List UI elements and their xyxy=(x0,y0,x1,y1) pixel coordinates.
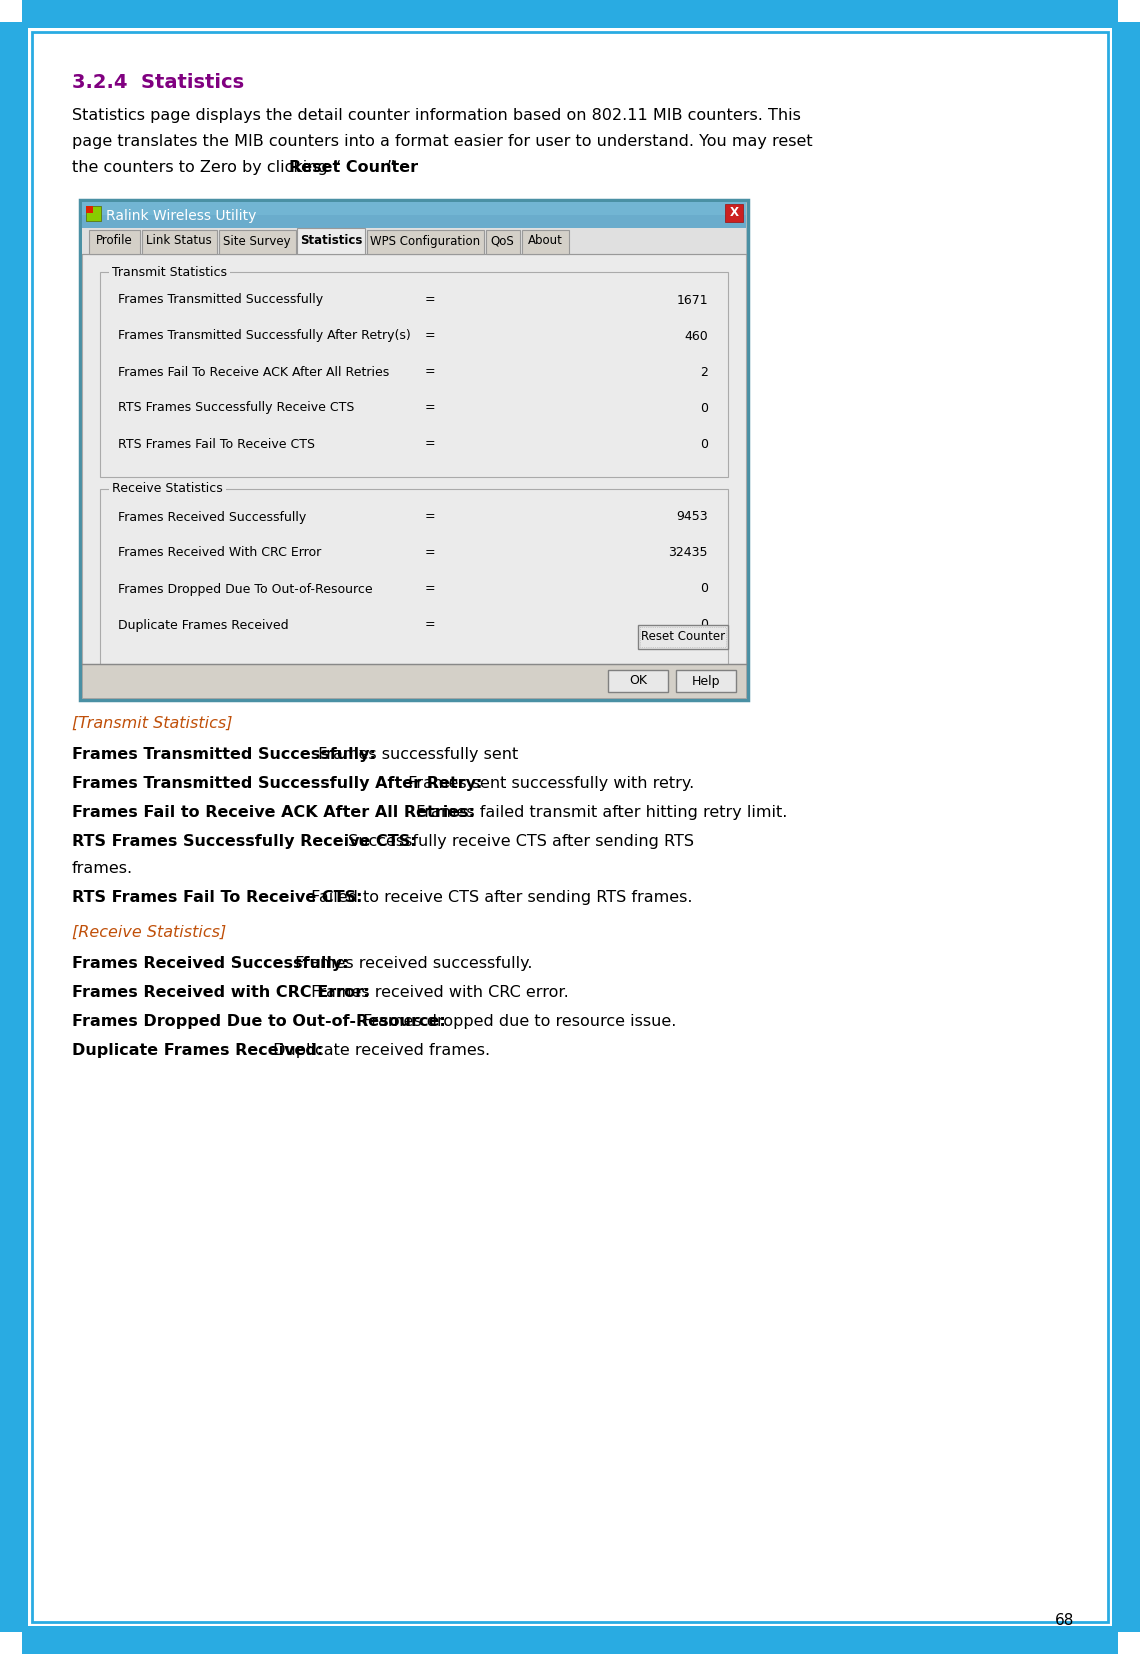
Text: Frames Received Successfully:: Frames Received Successfully: xyxy=(72,956,349,971)
Bar xyxy=(0,1626,1140,1654)
Text: Profile: Profile xyxy=(96,235,132,248)
Text: Frames Transmitted Successfully: Frames Transmitted Successfully xyxy=(119,293,323,306)
Bar xyxy=(89,230,140,255)
Text: =: = xyxy=(425,366,435,379)
Text: Successfully receive CTS after sending RTS: Successfully receive CTS after sending R… xyxy=(343,834,694,849)
Text: 1671: 1671 xyxy=(676,293,708,306)
Bar xyxy=(1118,1632,1140,1654)
Bar xyxy=(367,230,484,255)
Text: =: = xyxy=(425,619,435,632)
Text: =: = xyxy=(425,293,435,306)
Text: RTS Frames Successfully Receive CTS:: RTS Frames Successfully Receive CTS: xyxy=(72,834,416,849)
Text: Reset Counter: Reset Counter xyxy=(641,630,725,643)
Text: Statistics: Statistics xyxy=(300,235,363,248)
Text: Frames received with CRC error.: Frames received with CRC error. xyxy=(306,986,568,1001)
Text: Duplicate received frames.: Duplicate received frames. xyxy=(268,1044,490,1059)
Text: Receive Statistics: Receive Statistics xyxy=(112,483,222,496)
Text: 32435: 32435 xyxy=(668,546,708,559)
Bar xyxy=(142,230,217,255)
Bar xyxy=(80,200,748,700)
Bar xyxy=(1118,0,1140,22)
Text: Reset Counter: Reset Counter xyxy=(288,160,418,175)
Text: frames.: frames. xyxy=(72,862,133,877)
Bar xyxy=(725,203,743,222)
Bar xyxy=(0,0,22,22)
Text: 0: 0 xyxy=(700,402,708,415)
Text: 0: 0 xyxy=(700,582,708,595)
Bar xyxy=(298,228,365,255)
Text: Frames sent successfully with retry.: Frames sent successfully with retry. xyxy=(404,776,694,791)
Text: Link Status: Link Status xyxy=(146,235,212,248)
Bar xyxy=(676,670,736,691)
Text: QoS: QoS xyxy=(490,235,514,248)
Text: 3.2.4  Statistics: 3.2.4 Statistics xyxy=(72,73,244,93)
Text: Frames successfully sent: Frames successfully sent xyxy=(314,748,519,762)
Text: Duplicate Frames Received: Duplicate Frames Received xyxy=(119,619,288,632)
Text: OK: OK xyxy=(629,675,648,688)
Text: Transmit Statistics: Transmit Statistics xyxy=(112,266,227,278)
Text: Statistics page displays the detail counter information based on 802.11 MIB coun: Statistics page displays the detail coun… xyxy=(72,108,801,122)
Text: [Receive Statistics]: [Receive Statistics] xyxy=(72,925,226,939)
Text: ”.: ”. xyxy=(386,160,400,175)
Text: Site Survey: Site Survey xyxy=(223,235,291,248)
Text: page translates the MIB counters into a format easier for user to understand. Yo: page translates the MIB counters into a … xyxy=(72,134,813,149)
Text: Duplicate Frames Received:: Duplicate Frames Received: xyxy=(72,1044,324,1059)
Text: =: = xyxy=(425,329,435,342)
Text: Help: Help xyxy=(692,675,720,688)
Bar xyxy=(82,202,746,215)
Text: Frames Received with CRC Error:: Frames Received with CRC Error: xyxy=(72,986,369,1001)
Text: 0: 0 xyxy=(700,619,708,632)
Bar xyxy=(100,490,728,663)
Text: About: About xyxy=(528,235,562,248)
Text: Ralink Wireless Utility: Ralink Wireless Utility xyxy=(106,208,256,223)
Bar xyxy=(82,255,746,663)
Bar xyxy=(638,625,728,648)
Bar xyxy=(0,0,28,1654)
Text: 460: 460 xyxy=(684,329,708,342)
Text: Frames received successfully.: Frames received successfully. xyxy=(291,956,532,971)
Text: =: = xyxy=(425,438,435,450)
Text: WPS Configuration: WPS Configuration xyxy=(370,235,480,248)
Bar xyxy=(486,230,520,255)
Text: 68: 68 xyxy=(1056,1613,1075,1628)
Text: =: = xyxy=(425,511,435,524)
Text: Frames Fail to Receive ACK After All Retries:: Frames Fail to Receive ACK After All Ret… xyxy=(72,805,475,820)
Text: =: = xyxy=(425,582,435,595)
Text: 9453: 9453 xyxy=(676,511,708,524)
Text: X: X xyxy=(730,207,739,220)
Text: [Transmit Statistics]: [Transmit Statistics] xyxy=(72,716,233,731)
Bar xyxy=(82,663,746,698)
Text: Frames Dropped Due to Out-of-Resource:: Frames Dropped Due to Out-of-Resource: xyxy=(72,1014,446,1029)
Text: Frames Dropped Due To Out-of-Resource: Frames Dropped Due To Out-of-Resource xyxy=(119,582,373,595)
Text: =: = xyxy=(425,402,435,415)
Bar xyxy=(100,271,728,476)
Bar xyxy=(0,1632,22,1654)
Text: the counters to Zero by clicking “: the counters to Zero by clicking “ xyxy=(72,160,341,175)
Text: Frames Transmitted Successfully:: Frames Transmitted Successfully: xyxy=(72,748,376,762)
Bar xyxy=(0,0,1140,28)
Bar xyxy=(86,207,101,222)
Bar xyxy=(82,228,746,255)
Text: 0: 0 xyxy=(700,438,708,450)
Text: Frames Fail To Receive ACK After All Retries: Frames Fail To Receive ACK After All Ret… xyxy=(119,366,389,379)
Bar xyxy=(86,207,93,213)
Text: Failed to receive CTS after sending RTS frames.: Failed to receive CTS after sending RTS … xyxy=(306,890,692,905)
Text: RTS Frames Fail To Receive CTS:: RTS Frames Fail To Receive CTS: xyxy=(72,890,363,905)
Text: Frames dropped due to resource issue.: Frames dropped due to resource issue. xyxy=(358,1014,677,1029)
Text: 2: 2 xyxy=(700,366,708,379)
Bar xyxy=(522,230,569,255)
Bar xyxy=(219,230,296,255)
Text: Frames Transmitted Successfully After Retry:: Frames Transmitted Successfully After Re… xyxy=(72,776,482,791)
Bar xyxy=(82,202,746,228)
Bar xyxy=(640,627,726,647)
Text: Frames Transmitted Successfully After Retry(s): Frames Transmitted Successfully After Re… xyxy=(119,329,410,342)
Text: =: = xyxy=(425,546,435,559)
Bar xyxy=(1112,0,1140,1654)
Text: RTS Frames Fail To Receive CTS: RTS Frames Fail To Receive CTS xyxy=(119,438,315,450)
Text: Frames Received With CRC Error: Frames Received With CRC Error xyxy=(119,546,321,559)
Text: Frames failed transmit after hitting retry limit.: Frames failed transmit after hitting ret… xyxy=(410,805,788,820)
Text: RTS Frames Successfully Receive CTS: RTS Frames Successfully Receive CTS xyxy=(119,402,355,415)
Text: Frames Received Successfully: Frames Received Successfully xyxy=(119,511,307,524)
Bar xyxy=(608,670,668,691)
